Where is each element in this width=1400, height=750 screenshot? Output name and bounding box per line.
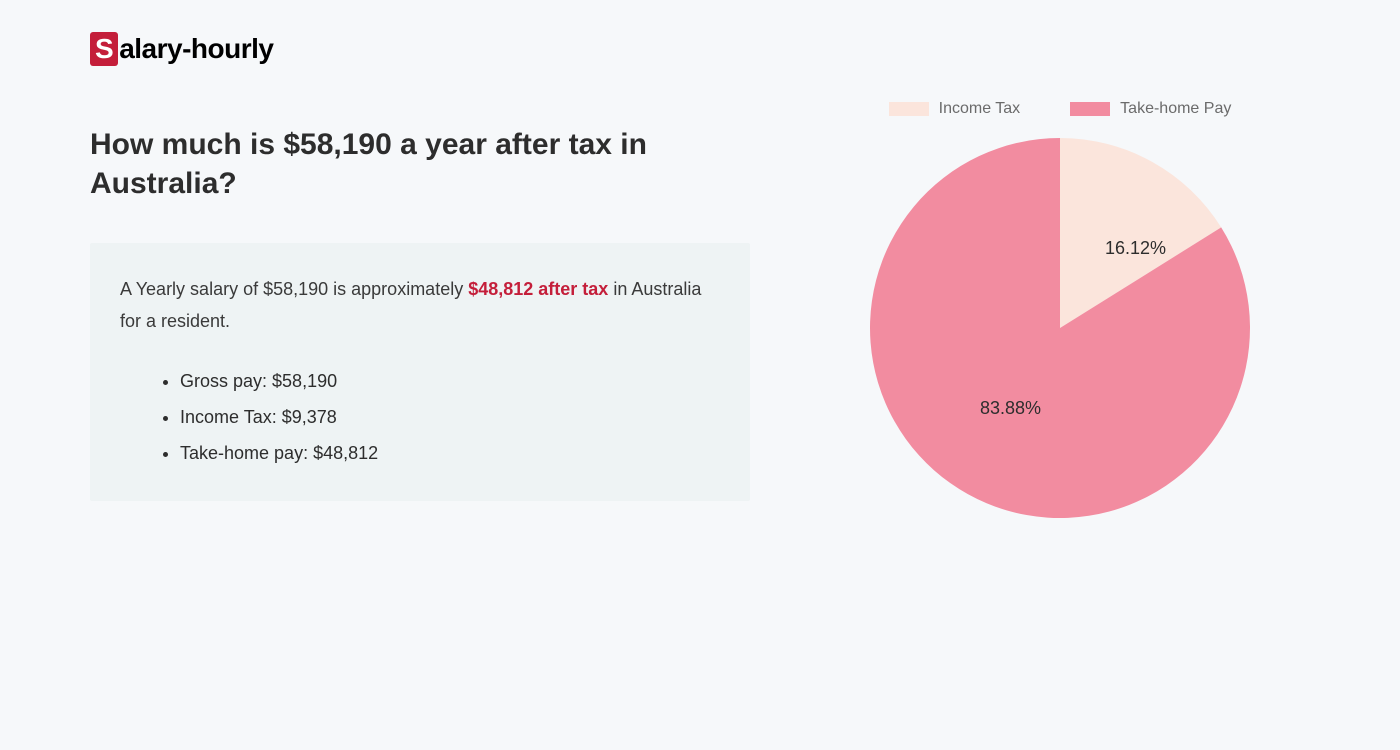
chart-legend: Income Tax Take-home Pay [820, 100, 1300, 118]
list-item: Income Tax: $9,378 [180, 399, 720, 435]
logo-rest: alary-hourly [119, 33, 273, 64]
page-heading: How much is $58,190 a year after tax in … [90, 125, 750, 203]
pie-label-take-home: 83.88% [980, 398, 1041, 419]
pie-svg [870, 138, 1250, 518]
summary-box: A Yearly salary of $58,190 is approximat… [90, 243, 750, 501]
legend-label: Take-home Pay [1120, 100, 1231, 118]
legend-swatch [889, 102, 929, 116]
pie-label-income-tax: 16.12% [1105, 238, 1166, 259]
legend-label: Income Tax [939, 100, 1021, 118]
summary-list: Gross pay: $58,190 Income Tax: $9,378 Ta… [120, 363, 720, 471]
summary-text: A Yearly salary of $58,190 is approximat… [120, 273, 720, 338]
summary-text-before: A Yearly salary of $58,190 is approximat… [120, 279, 468, 299]
summary-highlight: $48,812 after tax [468, 279, 608, 299]
logo-prefix-box: S [90, 32, 118, 66]
legend-swatch [1070, 102, 1110, 116]
content-column: How much is $58,190 a year after tax in … [90, 125, 750, 501]
pie-chart: 16.12% 83.88% [870, 138, 1250, 518]
legend-item-income-tax: Income Tax [889, 100, 1021, 118]
chart-area: Income Tax Take-home Pay 16.12% 83.88% [820, 100, 1300, 518]
site-logo: Salary-hourly [90, 32, 273, 66]
list-item: Take-home pay: $48,812 [180, 435, 720, 471]
list-item: Gross pay: $58,190 [180, 363, 720, 399]
legend-item-take-home: Take-home Pay [1070, 100, 1231, 118]
